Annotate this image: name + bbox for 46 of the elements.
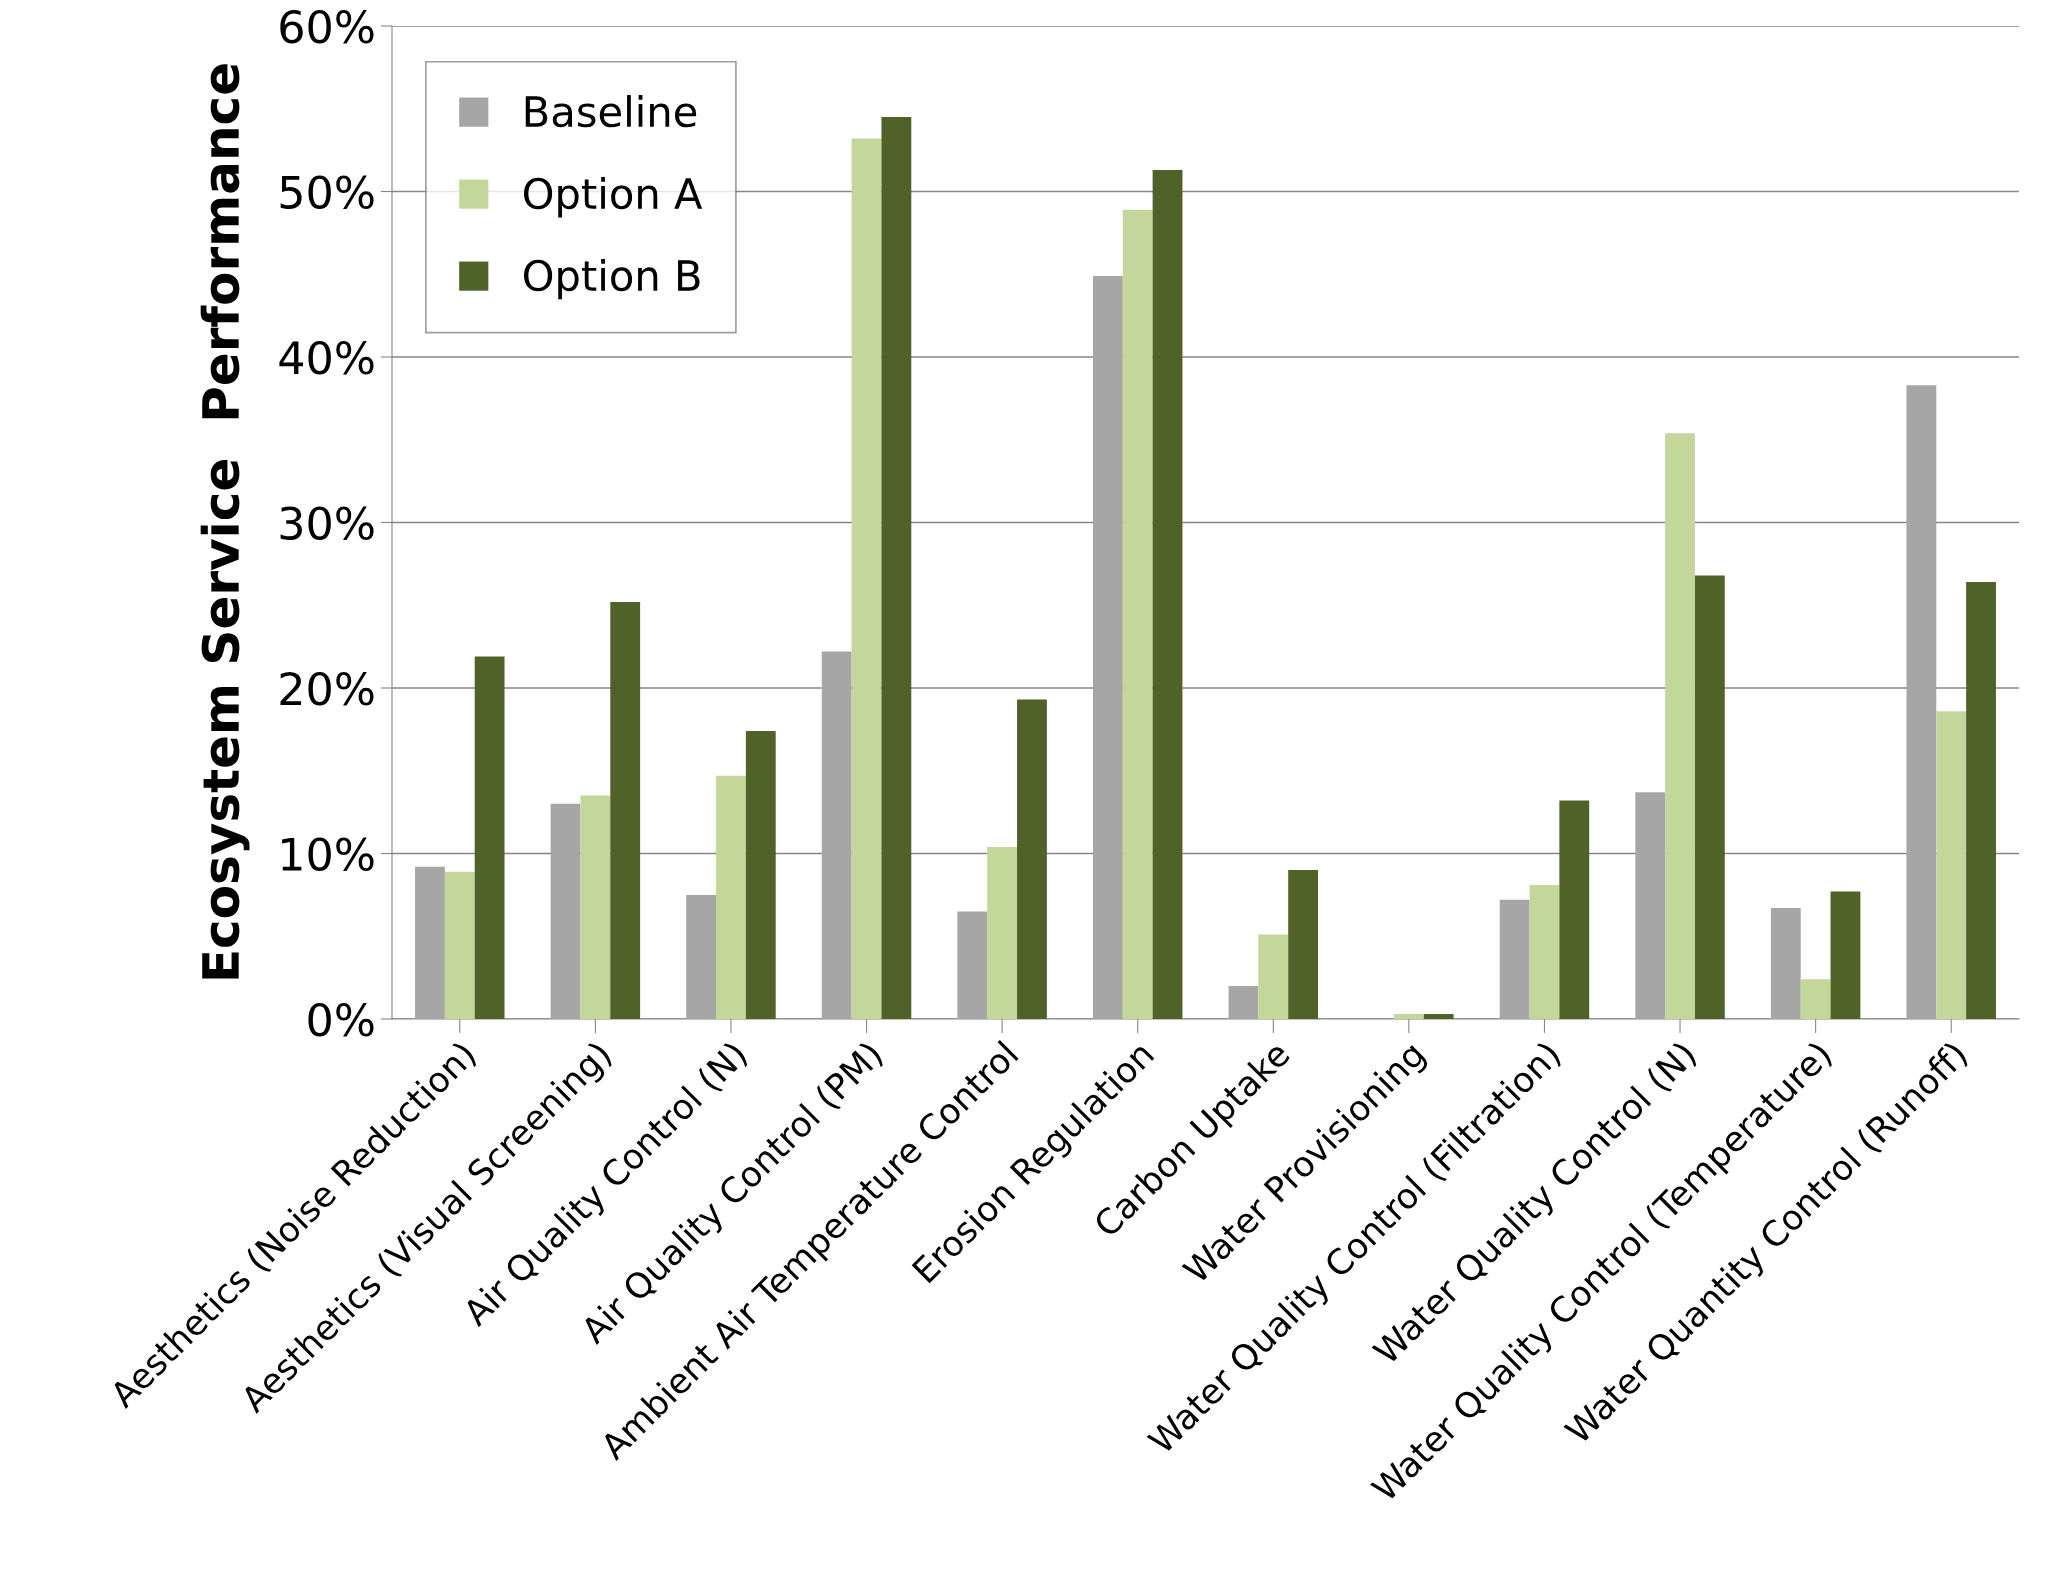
bar — [444, 871, 475, 1019]
bar — [415, 866, 445, 1019]
bar — [1529, 884, 1560, 1019]
y-tick-label: 30% — [280, 506, 374, 541]
bar — [1906, 385, 1937, 1019]
bar — [851, 138, 882, 1019]
bar — [686, 894, 717, 1019]
bar — [550, 803, 581, 1019]
legend-label: Option B — [524, 259, 700, 300]
y-tick-label: 20% — [280, 671, 374, 706]
bar — [745, 731, 776, 1019]
y-tick-label: 50% — [280, 175, 374, 210]
bar — [1499, 899, 1530, 1019]
bar — [957, 911, 988, 1019]
bar — [1966, 582, 1996, 1019]
bar — [1092, 275, 1123, 1019]
bar — [1770, 908, 1801, 1019]
y-tick-label: 60% — [280, 9, 374, 44]
bar — [1800, 979, 1831, 1019]
bar — [1152, 169, 1183, 1019]
legend-label: Option A — [524, 177, 703, 218]
bar — [987, 846, 1018, 1019]
bar — [716, 775, 746, 1019]
bar — [1258, 934, 1289, 1019]
y-tick-label: 10% — [282, 837, 374, 872]
bar — [1017, 699, 1047, 1019]
bar — [1228, 985, 1259, 1019]
bar — [1122, 209, 1153, 1019]
y-tick-label: 0% — [308, 1002, 374, 1037]
bar — [1936, 711, 1967, 1019]
y-tick-label: 40% — [279, 340, 374, 375]
bar — [1393, 1014, 1424, 1019]
bar — [821, 651, 852, 1019]
bar — [881, 117, 912, 1019]
bar — [1423, 1014, 1454, 1019]
bar — [1559, 800, 1590, 1019]
bar — [610, 601, 641, 1019]
bar — [1665, 433, 1695, 1019]
bar — [580, 795, 611, 1019]
y-axis-title: Ecosystem Service Performance — [200, 64, 250, 979]
bar — [1635, 792, 1666, 1019]
bar — [1288, 870, 1319, 1019]
legend-label: Baseline — [525, 95, 697, 128]
bar — [1694, 575, 1725, 1019]
bar — [474, 656, 505, 1019]
bar — [1830, 891, 1861, 1019]
